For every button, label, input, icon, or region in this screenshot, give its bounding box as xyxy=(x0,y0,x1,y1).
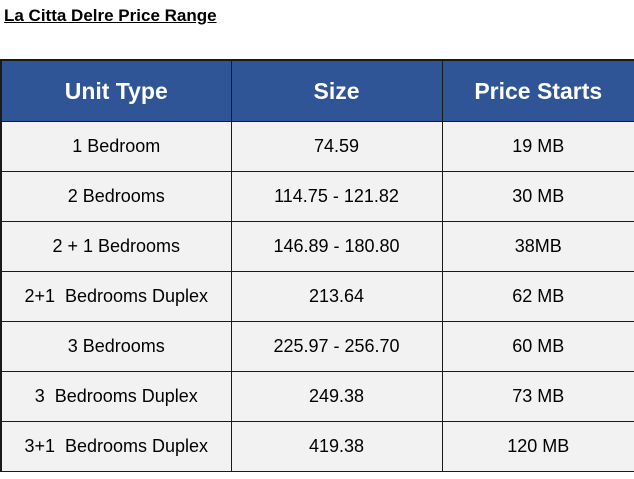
price-cell: 30 MB xyxy=(441,171,634,222)
table-row: 3 Bedrooms 225.97 - 256.70 60 MB xyxy=(0,321,634,372)
column-header-size: Size xyxy=(230,59,443,122)
unit-type-cell: 3+1 Bedrooms Duplex xyxy=(0,421,232,472)
size-cell: 74.59 xyxy=(230,121,443,172)
unit-type-cell: 1 Bedroom xyxy=(0,121,232,172)
table-row: 2+1 Bedrooms Duplex 213.64 62 MB xyxy=(0,271,634,322)
unit-type-cell: 2+1 Bedrooms Duplex xyxy=(0,271,232,322)
table-row: 3+1 Bedrooms Duplex 419.38 120 MB xyxy=(0,421,634,472)
price-cell: 19 MB xyxy=(441,121,634,172)
price-cell: 38MB xyxy=(441,221,634,272)
price-cell: 62 MB xyxy=(441,271,634,322)
size-cell: 225.97 - 256.70 xyxy=(230,321,443,372)
size-cell: 213.64 xyxy=(230,271,443,322)
unit-type-cell: 3 Bedrooms xyxy=(0,321,232,372)
unit-type-cell: 2 Bedrooms xyxy=(0,171,232,222)
price-cell: 73 MB xyxy=(441,371,634,422)
table-row: 1 Bedroom 74.59 19 MB xyxy=(0,121,634,172)
table-row: 2 + 1 Bedrooms 146.89 - 180.80 38MB xyxy=(0,221,634,272)
page-title: La Citta Delre Price Range xyxy=(4,6,217,25)
column-header-unit-type: Unit Type xyxy=(0,59,232,122)
unit-type-cell: 2 + 1 Bedrooms xyxy=(0,221,232,272)
table-row: 2 Bedrooms 114.75 - 121.82 30 MB xyxy=(0,171,634,222)
price-cell: 60 MB xyxy=(441,321,634,372)
size-cell: 146.89 - 180.80 xyxy=(230,221,443,272)
column-header-price-starts: Price Starts xyxy=(441,59,634,122)
price-cell: 120 MB xyxy=(441,421,634,472)
size-cell: 114.75 - 121.82 xyxy=(230,171,443,222)
table-header-row: Unit Type Size Price Starts xyxy=(0,59,634,122)
table-row: 3 Bedrooms Duplex 249.38 73 MB xyxy=(0,371,634,422)
size-cell: 419.38 xyxy=(230,421,443,472)
price-table: Unit Type Size Price Starts 1 Bedroom 74… xyxy=(0,59,634,472)
size-cell: 249.38 xyxy=(230,371,443,422)
unit-type-cell: 3 Bedrooms Duplex xyxy=(0,371,232,422)
